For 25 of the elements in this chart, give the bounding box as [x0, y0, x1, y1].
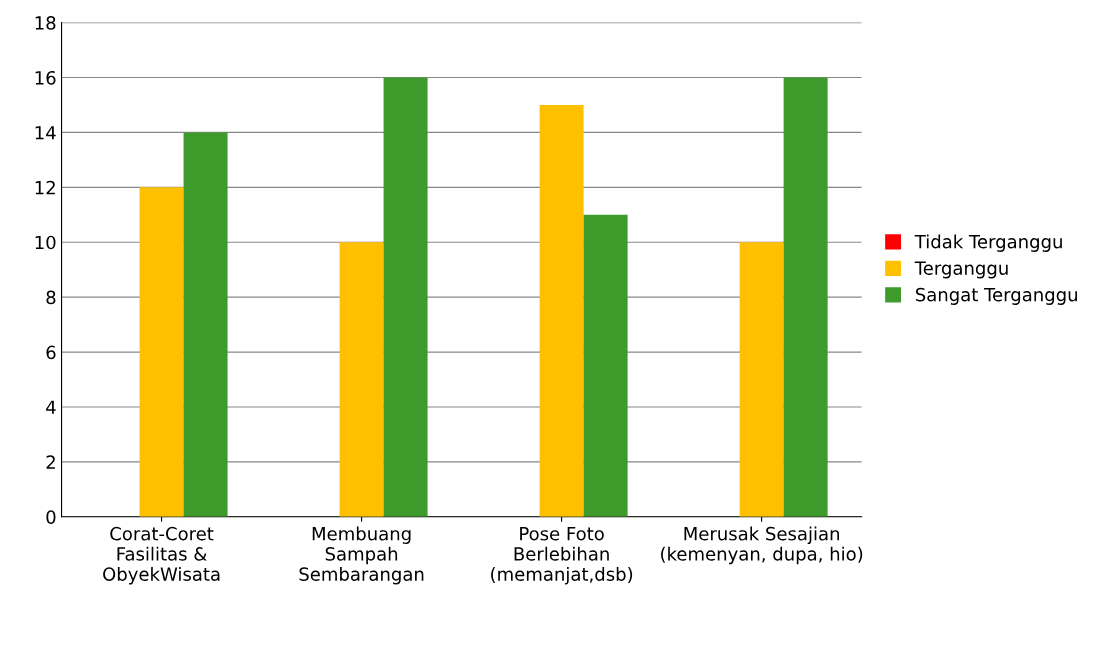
y-tick-label: 8 [46, 290, 56, 305]
x-tick-label: Corat-Coret Fasilitas & ObyekWisata [103, 526, 220, 585]
legend-label: Sangat Terganggu [915, 287, 1077, 305]
legend-label: Tidak Terganggu [914, 234, 1062, 252]
bar [739, 242, 784, 517]
bar [783, 77, 828, 517]
y-tick-label: 4 [46, 400, 56, 414]
y-tick-label: 2 [46, 455, 55, 469]
y-tick-label: 18 [35, 16, 56, 30]
y-tick-label: 10 [35, 235, 56, 250]
y-tick-label: 0 [46, 510, 56, 524]
y-tick-label: 16 [35, 70, 56, 85]
y-tick-label: 6 [46, 345, 56, 360]
x-tick-label: Membuang Sampah Sembarangan [299, 526, 424, 585]
y-tick-label: 12 [35, 180, 55, 195]
bar [539, 104, 584, 517]
legend-label: Terganggu [914, 261, 1008, 279]
bar [183, 132, 228, 517]
bar [383, 77, 428, 517]
x-tick-label: Pose Foto Berlebihan (memanjat,dsb) [491, 527, 633, 585]
bar [583, 214, 628, 517]
bar [339, 242, 384, 517]
y-tick-label: 14 [35, 126, 56, 140]
x-tick-label: Merusak Sesajian (kemenyan, dupa, hio) [661, 526, 863, 565]
bar [139, 187, 184, 517]
